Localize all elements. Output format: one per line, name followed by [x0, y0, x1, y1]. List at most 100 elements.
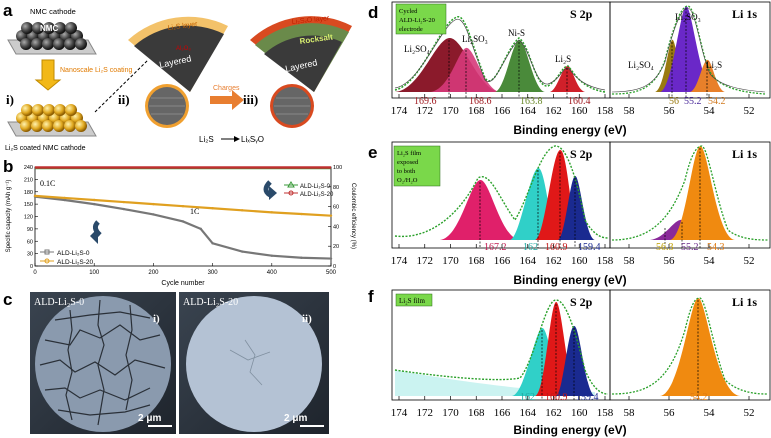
tick-label: 54	[704, 105, 716, 117]
panel-letter-e: e	[368, 143, 377, 162]
tick-label: 160	[571, 407, 588, 419]
tick-label: 170	[442, 255, 459, 267]
b-ylabel-left: Specific capacity (mAh g⁻¹)	[6, 180, 12, 253]
sem-cracks-left	[39, 299, 166, 426]
tick-label: 56	[664, 105, 676, 117]
d-li-label-li2so3: Li₂SO₃	[675, 12, 701, 22]
capacity-point	[211, 207, 214, 210]
tick-label: 400	[267, 270, 278, 276]
d-peak-nis	[495, 39, 545, 92]
tick-label: 180	[24, 190, 33, 196]
tick-label: 166	[494, 105, 511, 117]
b-ylabel-right: Coulombic efficiency (%)	[350, 183, 356, 249]
e-envelope	[394, 145, 609, 239]
panel-letter-d: d	[368, 3, 378, 22]
panel-d: d Cycled ALD-Li₂S-20 electrode Li₂SO₄ Li…	[368, 1, 771, 137]
y-axis-left-ticks: 0 30 60 90 120 150 180 210 240	[24, 165, 38, 270]
e-li-peak-orange	[670, 145, 735, 240]
capacity-arrow	[92, 220, 102, 237]
tick-label: 56	[664, 407, 676, 419]
sem-disc-left	[35, 296, 171, 432]
f-li1s-frame	[609, 289, 771, 401]
tick-label: 300	[208, 270, 219, 276]
d-xlabel: Binding energy (eV)	[513, 123, 626, 137]
b-xlabel: Cycle number	[161, 280, 205, 287]
tick-label: 58	[624, 105, 636, 117]
capacity-point	[329, 257, 333, 260]
capacity-point	[93, 198, 96, 202]
e-title-s2p: S 2p	[570, 147, 593, 161]
f-xlabel: Binding energy (eV)	[513, 423, 626, 437]
e-li1s-ticks: 58 56 54 52	[624, 244, 755, 267]
capacity-series-line	[34, 195, 332, 260]
panel-letter-a: a	[3, 1, 13, 20]
charges-label: Charges	[213, 85, 240, 92]
f-s2p-guides	[541, 304, 575, 400]
d-val-1696: 169.6	[414, 96, 437, 107]
tick-label: 20	[333, 244, 339, 250]
tick-label: 162	[545, 105, 562, 117]
capacity-point	[152, 202, 155, 206]
d-s2p-ticks: 174 172 170 168 166 164 162 160 158	[391, 94, 614, 117]
d-title-s2p: S 2p	[570, 7, 593, 21]
tick-label: 0	[33, 270, 37, 276]
d-val-552: 55.2	[684, 96, 702, 107]
d-title-li1s: Li 1s	[732, 7, 757, 21]
d-val-1686: 168.6	[469, 96, 492, 107]
rate-01c: 0.1C	[40, 179, 55, 188]
tick-label: 160	[571, 255, 588, 267]
tick-label: 100	[89, 270, 100, 276]
d-raw-data	[394, 18, 606, 91]
tick-label: 54	[704, 255, 716, 267]
d-sample-label-2: ALD-Li₂S-20	[399, 17, 435, 24]
tick-label: 174	[391, 407, 408, 419]
tick-label: 168	[468, 255, 485, 267]
chart-b-series	[33, 166, 333, 260]
sem-right-tag: ii)	[302, 313, 312, 325]
f-li-envelope	[611, 297, 769, 395]
tick-label: 60	[333, 205, 339, 211]
sem-left-tag: i)	[153, 313, 160, 325]
tick-label: 172	[417, 255, 434, 267]
e-val-1594: 159.4	[578, 242, 601, 253]
layered-wedge-ii	[134, 25, 224, 93]
capacity-point	[241, 209, 244, 212]
capacity-point	[33, 194, 37, 198]
tick-label: 80	[333, 185, 339, 191]
d-label-li2so3: Li₂SO₃	[462, 34, 488, 44]
sem-left-scale: 2 μm	[138, 413, 161, 424]
d-sample-box	[395, 3, 447, 35]
panel-letter-f: f	[368, 287, 374, 306]
capacity-point	[93, 202, 96, 206]
f-sample-label: Li₂S film	[399, 297, 426, 305]
d-val-542: 54.2	[708, 96, 726, 107]
reaction-from: Li₂S	[199, 135, 214, 144]
f-li-peak-orange	[660, 297, 740, 396]
e-li-envelope	[611, 145, 769, 241]
sem-right-scale: 2 μm	[284, 413, 307, 424]
d-li-peak-li2so3	[660, 5, 715, 92]
al2o3-label: Al₂O₃	[176, 46, 191, 52]
coated-label: Li₂S coated NMC cathode	[5, 145, 86, 152]
d-peak-li2s	[550, 65, 585, 92]
d-li-peak-li2s	[690, 59, 725, 92]
tick-label: 162	[545, 407, 562, 419]
tick-label: 168	[468, 105, 485, 117]
capacity-point	[329, 214, 333, 217]
d-li-label-li2so4: Li₂SO₄	[628, 60, 654, 70]
e-peak-navy	[558, 175, 595, 240]
tick-label: 158	[597, 255, 614, 267]
d-li-label-li2s: Li₂S	[706, 60, 722, 70]
tick-label: 158	[597, 407, 614, 419]
tick-label: 52	[744, 407, 755, 419]
legend-ce-0: ALD-Li₂S-0	[300, 184, 331, 190]
f-title-s2p: S 2p	[570, 295, 593, 309]
capacity-point	[300, 212, 303, 216]
capacity-point	[181, 204, 185, 208]
sem-right-title: ALD-Li₂S-20	[183, 297, 238, 308]
tick-label: 0	[333, 264, 336, 270]
d-val-1604: 160.4	[568, 96, 591, 107]
e-peak-magenta	[440, 179, 520, 240]
e-val-1672: 167.2	[484, 242, 507, 253]
e-val-162: 162	[523, 242, 538, 253]
